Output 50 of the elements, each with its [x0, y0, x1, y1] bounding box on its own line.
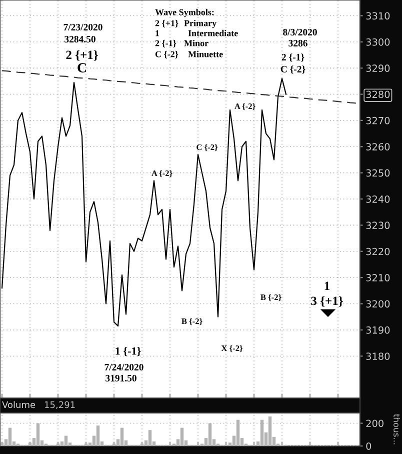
- y-axis-title: thous...: [394, 414, 400, 444]
- y-tick-label: 3200: [366, 300, 390, 308]
- annotation: 3191.50: [106, 374, 136, 382]
- y-tick-label: 3230: [366, 222, 390, 230]
- bar: [148, 430, 152, 446]
- annotation: Primary: [184, 20, 216, 28]
- y-tick-label: 3220: [366, 248, 390, 256]
- annotation: Minor: [184, 40, 208, 46]
- annotation: 7/23/2020: [64, 24, 102, 30]
- y-tick-label: 3300: [366, 38, 390, 46]
- annotation: 3284.50: [64, 36, 96, 42]
- annotation: 3286: [288, 40, 308, 46]
- y-tick-label: 3270: [366, 116, 390, 124]
- annotation: 2 {+1}: [155, 20, 178, 28]
- y-tick-label: 3310: [366, 12, 390, 20]
- annotation: 3 {+1}: [311, 296, 343, 307]
- y-tick-label: 3240: [366, 195, 390, 203]
- annotation: 1: [324, 282, 330, 290]
- annotation: C: [78, 63, 86, 72]
- y-tick-label: 200: [366, 420, 384, 428]
- annotation: Wave Symbols:: [155, 8, 214, 18]
- bar: [8, 428, 12, 446]
- y-tick-label: 3280: [366, 90, 390, 98]
- y-tick-label: 3190: [366, 326, 390, 334]
- annotation: A {-2}: [234, 103, 256, 110]
- annotation: 2 {-1}: [155, 40, 176, 48]
- y-tick-label: 3210: [366, 274, 390, 282]
- annotation: 2 {-1}: [282, 54, 304, 62]
- line-series: [1, 78, 287, 327]
- y-tick-label: 3260: [366, 143, 390, 150]
- y-tick-label: 3290: [366, 64, 390, 72]
- annotation: 1 {-1}: [116, 346, 141, 356]
- annotation: 1: [156, 30, 160, 36]
- annotation: 7/24/2020: [104, 364, 144, 370]
- annotation: Intermediate: [188, 30, 238, 36]
- annotation: 8/3/2020: [283, 28, 317, 36]
- annotation: B {-2}: [260, 294, 282, 302]
- annotation: C {-2}: [155, 50, 178, 58]
- annotation: C {-2}: [196, 144, 218, 152]
- chart-title: Volume: [2, 401, 36, 408]
- annotation: 2 {+1}: [66, 50, 98, 61]
- y-tick-label: 3180: [366, 352, 390, 360]
- y-tick-label: 3250: [366, 169, 390, 177]
- annotation: Minuette: [188, 50, 223, 58]
- annotation: X {-2}: [221, 345, 243, 352]
- text: 15,291: [44, 401, 75, 410]
- annotation: A {-2}: [152, 170, 172, 178]
- annotation: B {-2}: [182, 318, 202, 326]
- annotation: C {-2}: [280, 66, 306, 74]
- y-tick-label: 0: [366, 442, 372, 450]
